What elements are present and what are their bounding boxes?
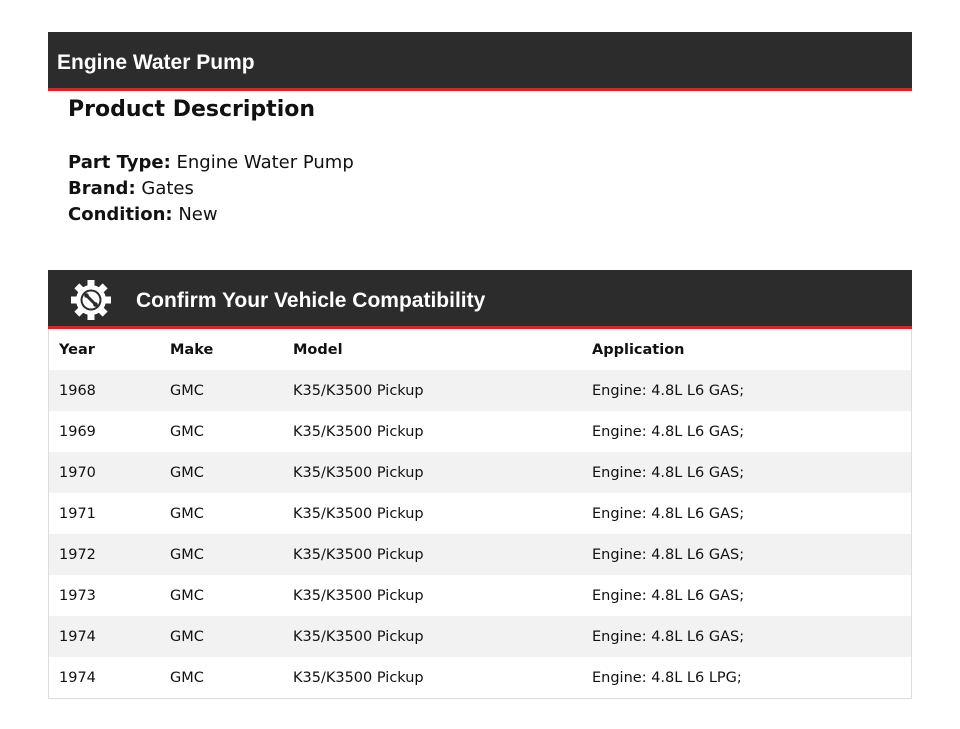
cell-application: Engine: 4.8L L6 GAS; [592, 382, 745, 399]
cell-model: K35/K3500 Pickup [293, 546, 424, 563]
table-row: 1974 GMC K35/K3500 Pickup Engine: 4.8L L6 L… [49, 657, 912, 699]
cell-make: GMC [170, 505, 204, 522]
cell-model: K35/K3500 Pickup [293, 587, 424, 604]
cell-application: Engine: 4.8L L6 GAS; [592, 587, 745, 604]
cell-make: GMC [170, 464, 204, 481]
cell-year: 1968 [59, 382, 96, 399]
column-header-make: Make [170, 341, 214, 358]
compatibility-title: Confirm Your Vehicle Compatibility [136, 289, 486, 312]
cell-model: K35/K3500 Pickup [293, 423, 424, 440]
cell-make: GMC [170, 669, 204, 686]
cell-application: Engine: 4.8L L6 GAS; [592, 546, 745, 563]
column-header-year: Year [59, 341, 95, 358]
cell-model: K35/K3500 Pickup [293, 464, 424, 481]
column-header-model: Model [293, 341, 343, 358]
cell-year: 1972 [59, 546, 96, 563]
cell-make: GMC [170, 546, 204, 563]
cell-model: K35/K3500 Pickup [293, 382, 424, 399]
cell-make: GMC [170, 628, 204, 645]
cell-make: GMC [170, 423, 204, 440]
description-heading: Product Description [68, 97, 316, 122]
compatibility-table: Year Make Model Application 1968 GMC K35/K… [48, 329, 912, 699]
cell-model: K35/K3500 Pickup [293, 628, 424, 645]
cell-year: 1974 [59, 669, 96, 686]
cell-make: GMC [170, 382, 204, 399]
cell-application: Engine: 4.8L L6 GAS; [592, 505, 745, 522]
field-part-type: Part Type: Engine Water Pump [68, 152, 354, 173]
cell-model: K35/K3500 Pickup [293, 505, 424, 522]
product-title: Engine Water Pump [57, 51, 255, 74]
table-row: 1971 GMC K35/K3500 Pickup Engine: 4.8L L6 G… [49, 493, 912, 534]
cell-application: Engine: 4.8L L6 LPG; [592, 669, 742, 686]
cell-year: 1970 [59, 464, 96, 481]
table-row: 1974 GMC K35/K3500 Pickup Engine: 4.8L L6 G… [48, 616, 912, 657]
column-header-application: Application [592, 341, 685, 358]
table-row: 1970 GMC K35/K3500 Pickup Engine: 4.8L L6 G… [48, 452, 912, 493]
table-row: 1973 GMC K35/K3500 Pickup Engine: 4.8L L6 G… [49, 575, 912, 616]
cell-year: 1971 [59, 505, 96, 522]
cell-application: Engine: 4.8L L6 GAS; [592, 464, 745, 481]
table-row: 1972 GMC K35/K3500 Pickup Engine: 4.8L L6 G… [48, 534, 912, 575]
field-condition: Condition: New [68, 204, 218, 225]
table-header-row: Year Make Model Application [49, 329, 912, 370]
title-bar: Engine Water Pump [48, 32, 912, 91]
cell-year: 1969 [59, 423, 96, 440]
cell-model: K35/K3500 Pickup [293, 669, 424, 686]
table-row: 1968 GMC K35/K3500 Pickup Engine: 4.8L L6 G… [48, 370, 912, 411]
field-brand: Brand: Gates [68, 178, 194, 199]
cell-year: 1973 [59, 587, 96, 604]
table-row: 1969 GMC K35/K3500 Pickup Engine: 4.8L L6 G… [49, 411, 912, 452]
cell-application: Engine: 4.8L L6 GAS; [592, 628, 745, 645]
cell-year: 1974 [59, 628, 96, 645]
compatibility-bar: Confirm Your Vehicle Compatibility [48, 270, 912, 329]
cell-application: Engine: 4.8L L6 GAS; [592, 423, 745, 440]
gear-wrench-icon [71, 280, 111, 320]
cell-make: GMC [170, 587, 204, 604]
